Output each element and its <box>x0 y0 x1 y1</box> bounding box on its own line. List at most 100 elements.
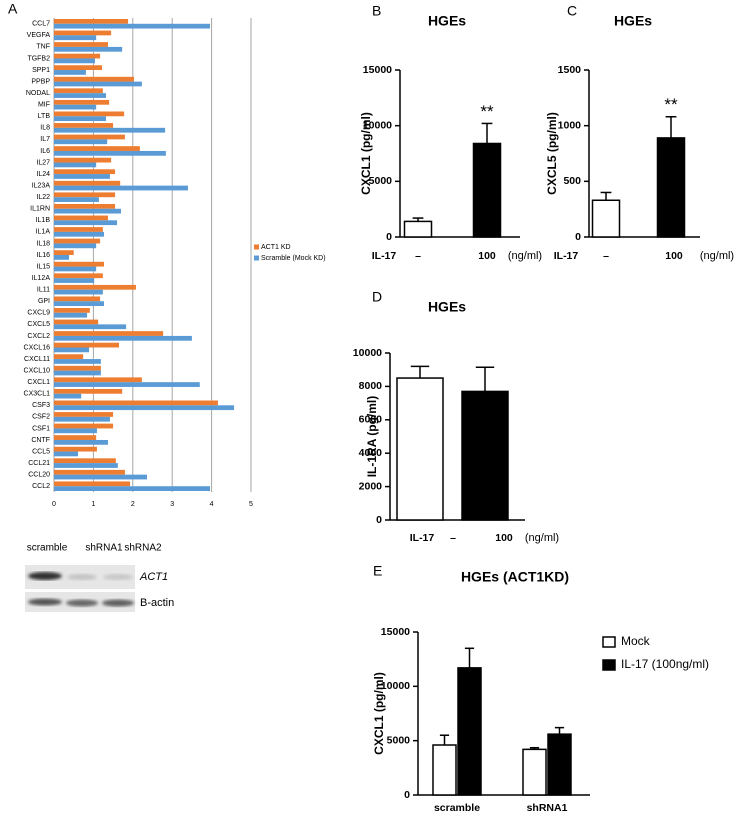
bar <box>54 388 123 394</box>
bar <box>54 400 218 406</box>
legend-swatch <box>254 244 259 250</box>
x-axis-label: IL-17 <box>554 250 579 262</box>
y-axis-label: IL-1RA (pg/ml) <box>365 396 379 478</box>
bar <box>54 134 125 140</box>
bar <box>54 23 211 29</box>
bar <box>54 99 110 105</box>
category-label: MIF <box>38 102 50 109</box>
significance-label: ** <box>480 102 494 121</box>
bar <box>54 220 118 226</box>
category-label: CCL20 <box>28 472 50 479</box>
category-label: CCL21 <box>28 460 50 467</box>
legend-label: ACT1 KD <box>261 244 291 251</box>
bar <box>54 53 101 59</box>
bar <box>54 192 116 198</box>
bar <box>54 308 90 313</box>
bar <box>54 278 95 283</box>
bar <box>54 458 116 464</box>
x-tick-label: 1 <box>91 501 95 508</box>
y-axis-label: CXCL1 (pg/ml) <box>359 112 373 195</box>
bar <box>54 162 97 168</box>
bar <box>54 289 103 295</box>
category-label: SPP1 <box>32 67 50 74</box>
panel-letter: A <box>8 1 18 17</box>
category-label: CXCL5 <box>27 321 50 328</box>
category-label: CCL2 <box>32 483 50 490</box>
bar <box>54 104 97 110</box>
bar <box>522 748 547 796</box>
bar <box>54 215 108 221</box>
y-tick-label: 0 <box>376 514 382 526</box>
chart-title: HGEs <box>614 13 652 29</box>
category-label: IL6 <box>40 148 50 155</box>
x-axis-label: IL-17 <box>372 250 397 262</box>
y-tick-label: 0 <box>575 231 581 243</box>
blot-band <box>28 572 62 580</box>
bar <box>54 266 97 272</box>
y-tick-label: 0 <box>386 231 392 243</box>
bar <box>54 261 105 267</box>
bar <box>54 439 108 445</box>
category-label: IL22 <box>36 194 50 201</box>
bar <box>591 199 621 238</box>
bar <box>54 377 142 383</box>
bar <box>54 76 134 82</box>
bar <box>54 273 103 279</box>
x-tick-label: 100 <box>495 532 513 544</box>
x-axis-label: IL-17 <box>410 532 435 544</box>
bar <box>656 137 686 238</box>
bar <box>54 335 192 341</box>
bar <box>54 481 131 487</box>
x-tick-label: 100 <box>665 250 683 262</box>
bar <box>54 139 108 145</box>
category-label: CCL7 <box>32 21 50 28</box>
bar <box>54 203 116 209</box>
bar <box>54 227 103 232</box>
bar <box>54 250 74 255</box>
category-label: CCL5 <box>32 448 50 455</box>
category-label: LTB <box>38 113 51 120</box>
bar <box>54 284 136 290</box>
bar <box>54 370 101 376</box>
bar <box>54 146 140 151</box>
bar <box>54 35 97 41</box>
panel-letter: C <box>567 3 577 19</box>
y-tick-label: 500 <box>563 175 581 187</box>
category-label: CXCL1 <box>27 379 50 386</box>
bar <box>54 416 110 422</box>
y-tick-label: 10000 <box>363 119 392 131</box>
bar <box>54 180 121 186</box>
bar <box>54 393 82 399</box>
bar <box>54 197 99 202</box>
y-tick-label: 6000 <box>359 414 383 426</box>
x-axis-unit: (ng/ml) <box>700 250 734 262</box>
bar <box>54 81 142 87</box>
x-tick-label: – <box>415 250 421 262</box>
panel-letter: B <box>372 3 381 19</box>
bar <box>54 255 69 260</box>
bar <box>54 301 105 307</box>
bar <box>54 347 90 353</box>
category-label: IL1A <box>36 229 51 236</box>
bar <box>54 486 211 491</box>
bar <box>54 70 86 75</box>
bar <box>54 463 118 468</box>
bar <box>54 312 88 318</box>
x-tick-label: 4 <box>210 501 214 508</box>
bar <box>54 412 114 417</box>
bar <box>54 58 95 64</box>
legend-label: Scramble (Mock KD) <box>261 255 326 262</box>
bar <box>54 331 164 336</box>
category-label: IL24 <box>36 171 50 178</box>
lane-label: shRNA2 <box>124 543 162 554</box>
blot-band <box>102 599 134 607</box>
bar <box>54 42 108 47</box>
category-label: CXCL9 <box>27 310 50 317</box>
chart-title: HGEs <box>428 299 466 315</box>
category-label: IL7 <box>40 136 50 143</box>
category-label: CXCL2 <box>27 333 50 340</box>
x-tick-label: shRNA1 <box>527 802 568 814</box>
bar <box>54 116 107 122</box>
bar <box>54 319 99 325</box>
category-label: VEGFA <box>27 32 51 39</box>
